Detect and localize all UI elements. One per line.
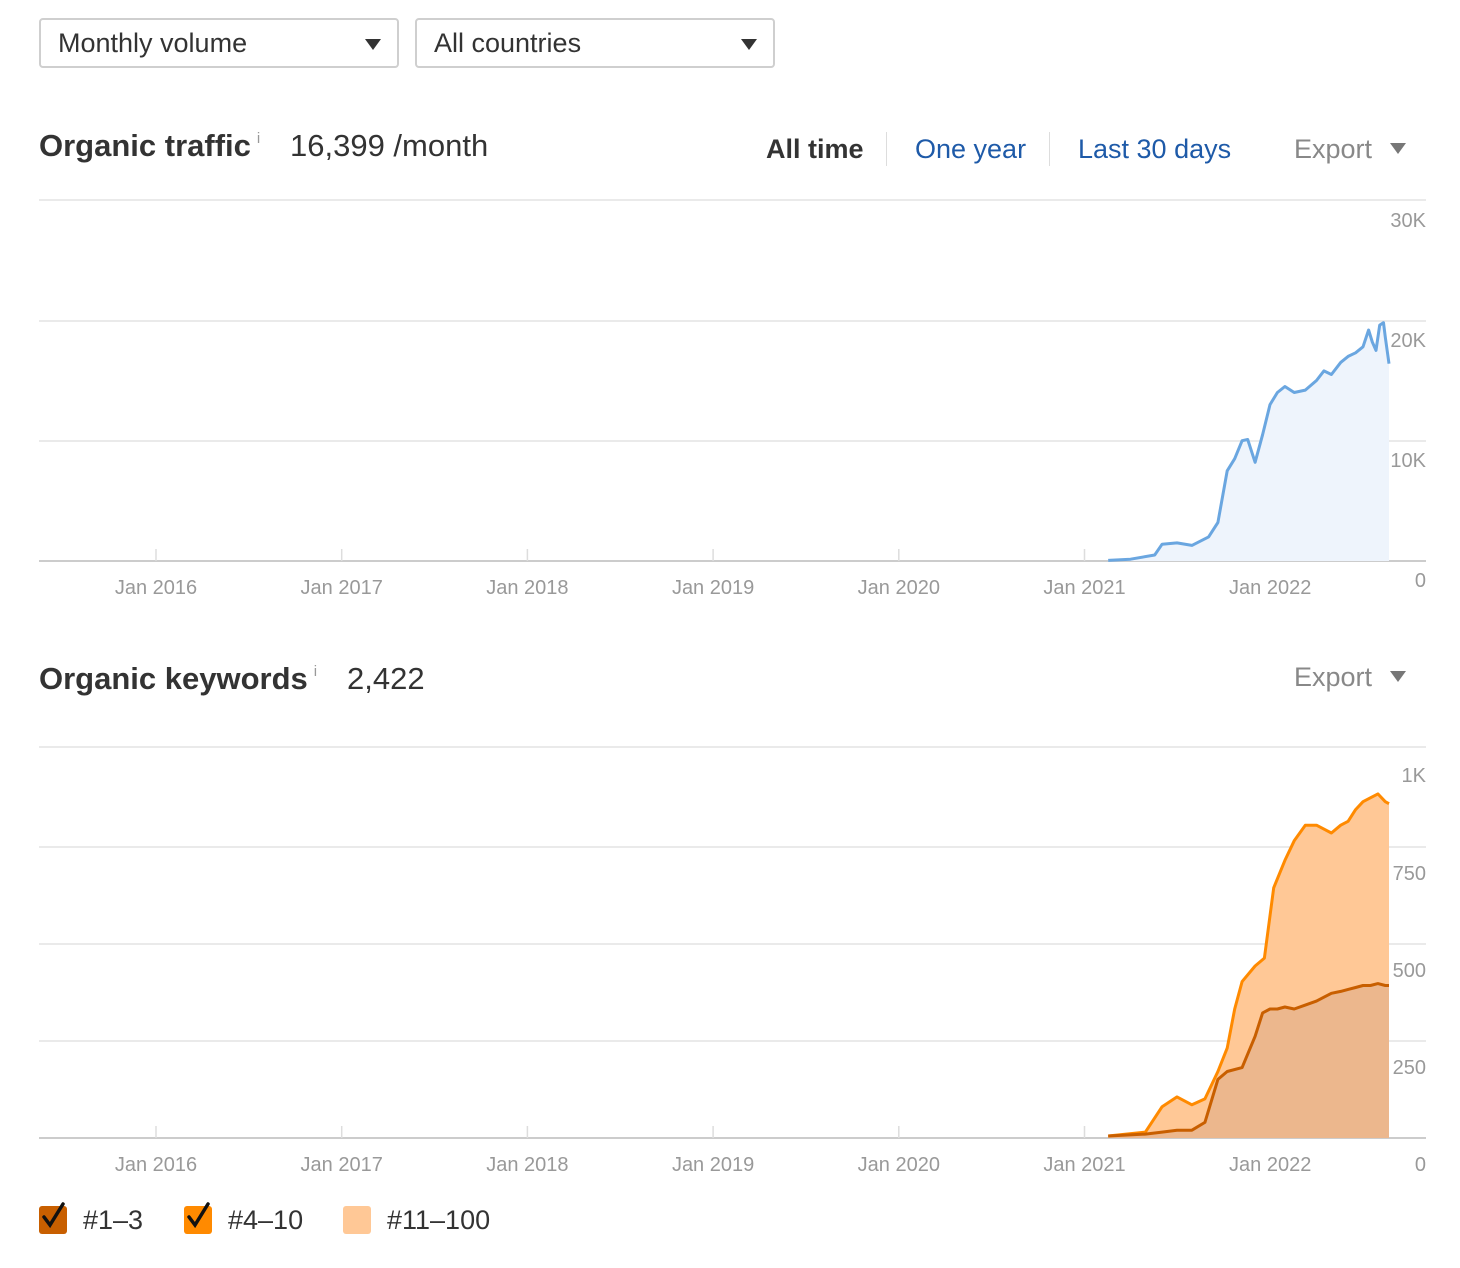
y-tick-label: 30K [1390,210,1426,232]
organic-keywords-title: Organic keywords i [39,661,317,697]
y-tick-label: 1K [1402,765,1427,787]
organic-traffic-chart: 0 10K 20K 30K Jan 2016 Jan 2017 Jan 2018 Jan 20… [39,199,1427,599]
x-tick-label: Jan 2018 [486,1154,568,1176]
legend-checkbox[interactable] [343,1206,371,1234]
legend-checkbox[interactable] [39,1202,67,1234]
organic-keywords-value: 2,422 [347,661,425,696]
organic-keywords-title-text: Organic keywords [39,661,308,696]
legend-label: #4–10 [228,1205,304,1235]
country-select[interactable]: All countries [415,18,775,68]
y-tick-label: 20K [1390,330,1426,352]
range-last-30-days[interactable]: Last 30 days [1078,134,1232,164]
x-tick-label: Jan 2020 [858,1154,940,1176]
legend-label: #11–100 [387,1205,491,1235]
legend-label: #1–3 [83,1205,144,1235]
legend-checkbox[interactable] [184,1202,212,1234]
x-tick-label: Jan 2017 [301,1154,383,1176]
organic-keywords-chart: 0 250 500 750 1K Jan 2016 Jan 2017 Jan 2018 Jan … [39,746,1427,1176]
x-tick-label: Jan 2017 [301,577,383,599]
monthly-volume-select[interactable]: Monthly volume [39,18,399,68]
traffic-export-label: Export [1294,134,1373,164]
country-value: All countries [434,28,582,58]
info-icon[interactable]: i [313,663,318,680]
x-tick-label: Jan 2019 [672,1154,754,1176]
range-all-time[interactable]: All time [766,134,864,164]
caret-down-icon [1390,143,1407,155]
y-tick-label: 10K [1390,450,1426,472]
traffic-export-button[interactable]: Export [1294,134,1407,165]
y-tick-label: 500 [1393,960,1426,982]
x-tick-label: Jan 2022 [1229,1154,1311,1176]
x-tick-label: Jan 2021 [1043,577,1125,599]
y-tick-label: 250 [1393,1057,1426,1079]
info-icon[interactable]: i [256,130,261,147]
y-tick-label: 0 [1415,570,1426,592]
x-tick-label: Jan 2021 [1043,1154,1125,1176]
monthly-volume-value: Monthly volume [58,28,248,58]
checkmark-icon [187,1202,210,1228]
keywords-export-button[interactable]: Export [1294,662,1407,693]
caret-down-icon [741,39,757,50]
organic-traffic-value: 16,399 /month [290,128,489,163]
x-tick-label: Jan 2016 [115,577,197,599]
organic-traffic-title-text: Organic traffic [39,128,251,163]
x-tick-label: Jan 2022 [1229,577,1311,599]
range-one-year[interactable]: One year [915,134,1027,164]
traffic-area [1108,322,1389,561]
x-tick-label: Jan 2020 [858,577,940,599]
y-tick-label: 0 [1415,1154,1426,1176]
top-3-area [1108,983,1389,1138]
keywords-export-label: Export [1294,662,1373,692]
x-tick-label: Jan 2019 [672,577,754,599]
top-10-line [1108,792,1390,1138]
x-tick-label: Jan 2018 [486,577,568,599]
traffic-line [1108,321,1391,562]
checkmark-icon [42,1202,65,1228]
caret-down-icon [365,39,381,50]
x-tick-label: Jan 2016 [115,1154,197,1176]
organic-traffic-title: Organic traffic i [39,128,260,164]
range-divider [886,132,887,166]
caret-down-icon [1390,671,1407,683]
range-divider [1049,132,1050,166]
top-3-line [1108,982,1389,1138]
y-tick-label: 750 [1393,863,1426,885]
